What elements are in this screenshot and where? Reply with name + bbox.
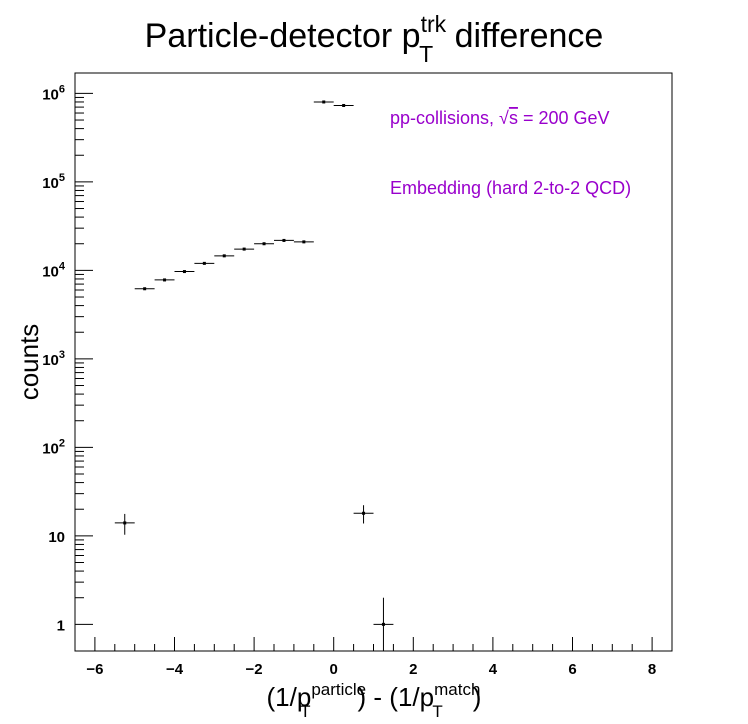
x-tick-label: 2: [409, 661, 417, 678]
x-tick-label: −4: [166, 661, 184, 678]
y-tick-label-base: 10: [42, 175, 59, 192]
data-point: [194, 261, 215, 265]
data-point-marker: [282, 238, 286, 242]
y-tick-label-exp: 4: [59, 260, 66, 272]
data-point-marker: [342, 103, 346, 107]
x-tick-label: 4: [489, 661, 498, 678]
data-point-marker: [163, 278, 167, 282]
y-tick-label-base: 1: [57, 617, 65, 634]
chart-title-sub: T: [419, 41, 433, 67]
x-axis-tick-labels: −6 −4 −2 0 2 4 6 8: [86, 661, 656, 678]
data-point-marker: [143, 287, 147, 291]
data-point-marker: [123, 521, 127, 525]
data-point: [333, 103, 354, 107]
y-tick-label-base: 10: [42, 86, 59, 103]
x-tick-label: 8: [648, 661, 656, 678]
x-label-mid: ) - (1/p: [358, 682, 435, 712]
y-axis-label: counts: [14, 324, 44, 401]
x-label-end: ): [473, 682, 482, 712]
data-point-marker: [262, 242, 266, 246]
x-tick-label: 0: [330, 661, 338, 678]
y-tick-label: 105: [42, 172, 65, 192]
sqrt-symbol: √: [499, 108, 509, 128]
y-tick-label: 104: [42, 260, 66, 280]
y-tick-label-exp: 3: [59, 349, 65, 361]
x-label-b-sub: T: [432, 702, 442, 721]
annotation-collisions: pp-collisions, √s = 200 GeV: [390, 108, 610, 128]
y-tick-label-base: 10: [42, 263, 59, 280]
y-tick-label-exp: 6: [59, 83, 65, 95]
x-axis-label: (1/pparticle T) - (1/pmatch T): [267, 680, 482, 721]
x-label-b-sup: match: [434, 680, 480, 699]
x-tick-label: 6: [568, 661, 576, 678]
chart-title: Particle-detector ptrk T difference: [145, 11, 604, 67]
data-point-marker: [381, 622, 385, 626]
data-point: [174, 270, 195, 274]
plot-frame: [74, 72, 673, 652]
data-point-marker: [182, 270, 186, 274]
y-tick-label: 103: [42, 349, 65, 369]
data-point-marker: [322, 100, 326, 104]
y-tick-label: 1: [57, 617, 65, 634]
x-label-a-sub: T: [300, 702, 310, 721]
data-point: [114, 513, 135, 535]
annotation-collisions-tail: = 200 GeV: [518, 108, 610, 128]
data-point: [274, 238, 294, 242]
data-point: [214, 254, 235, 258]
data-point: [154, 278, 175, 282]
data-point-marker: [242, 247, 246, 251]
y-tick-label-base: 10: [48, 529, 65, 546]
x-tick-label: −6: [86, 661, 103, 678]
chart-title-main: Particle-detector p: [145, 17, 421, 55]
data-point: [234, 247, 255, 251]
chart-title-tail: difference: [445, 17, 603, 55]
data-points: [114, 100, 394, 651]
data-point: [353, 505, 374, 524]
data-point-marker: [202, 261, 206, 265]
data-point: [293, 240, 314, 244]
y-tick-label: 10: [48, 529, 65, 546]
y-tick-label-exp: 2: [59, 437, 65, 449]
annotation-embedding: Embedding (hard 2-to-2 QCD): [390, 178, 631, 198]
data-point-marker: [302, 240, 306, 244]
y-tick-label-base: 10: [42, 352, 59, 369]
x-label-a: (1/p: [267, 682, 312, 712]
annotation-sqrt-arg: s: [509, 108, 518, 128]
y-tick-label: 106: [42, 83, 65, 103]
annotation-collisions-text: pp-collisions,: [390, 108, 499, 128]
y-tick-label-exp: 5: [59, 172, 65, 184]
data-point: [254, 242, 274, 246]
y-tick-label-base: 10: [42, 440, 59, 457]
x-axis-ticks: [74, 637, 673, 651]
data-point: [134, 287, 155, 291]
data-point: [313, 100, 334, 104]
y-tick-label: 102: [42, 437, 65, 457]
data-point-marker: [222, 254, 226, 258]
data-point-marker: [362, 511, 366, 515]
y-axis-ticks: [75, 92, 93, 625]
x-label-a-sup: particle: [311, 680, 366, 699]
data-point: [373, 597, 394, 651]
chart-title-sup: trk: [421, 11, 447, 37]
x-tick-label: −2: [246, 661, 263, 678]
